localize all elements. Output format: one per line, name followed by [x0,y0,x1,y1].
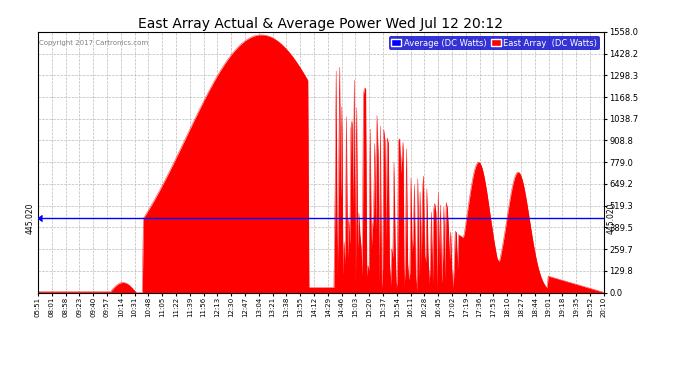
Text: 445.020: 445.020 [607,202,615,234]
Title: East Array Actual & Average Power Wed Jul 12 20:12: East Array Actual & Average Power Wed Ju… [139,17,503,31]
Text: 445.020: 445.020 [26,202,35,234]
Text: Copyright 2017 Cartronics.com: Copyright 2017 Cartronics.com [39,40,148,46]
Legend: Average (DC Watts), East Array  (DC Watts): Average (DC Watts), East Array (DC Watts… [389,36,600,50]
